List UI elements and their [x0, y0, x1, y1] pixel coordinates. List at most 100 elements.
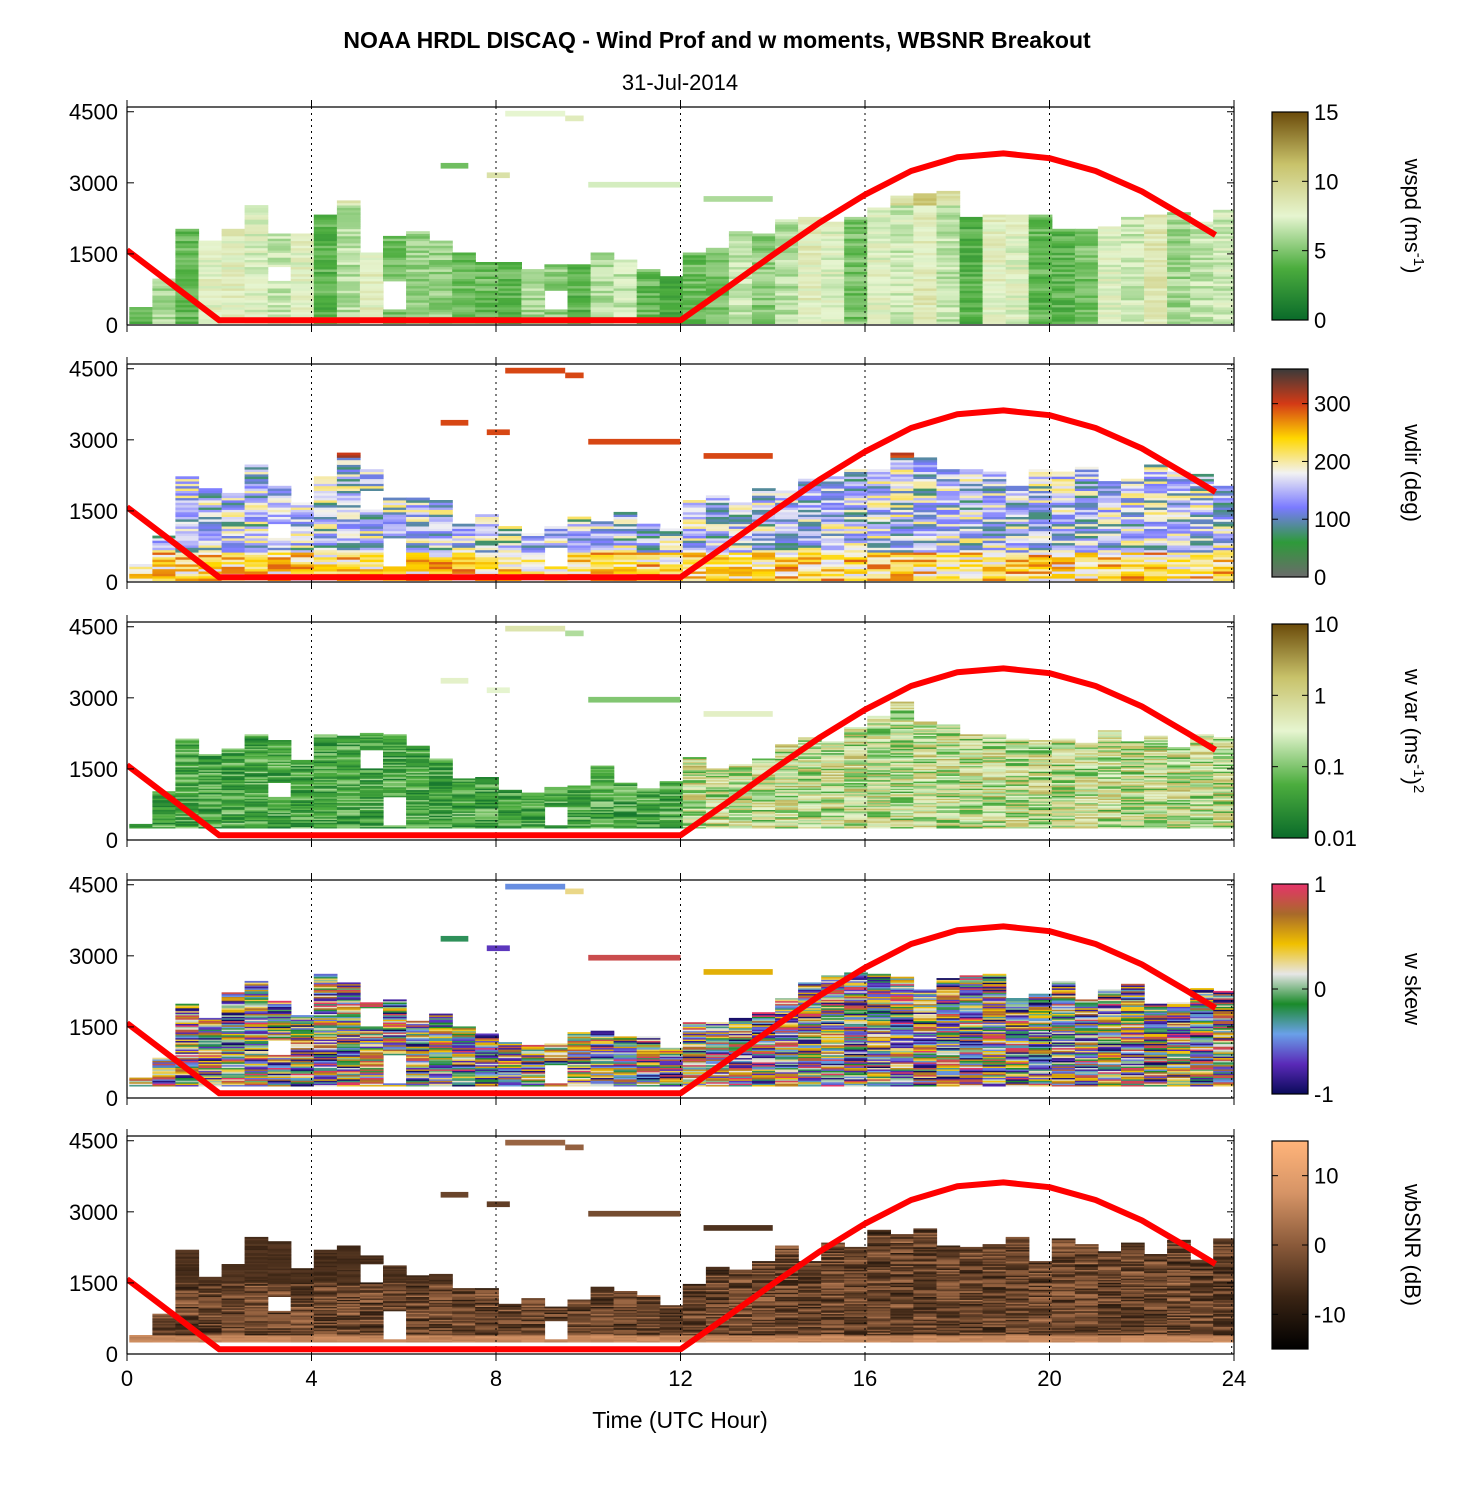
heatmap-cell [1097, 485, 1122, 489]
heatmap-cell [475, 801, 499, 803]
heatmap-cell [475, 784, 499, 786]
heatmap-cell [290, 283, 315, 287]
heatmap-cell [336, 767, 361, 769]
heatmap-cell [175, 778, 200, 781]
heatmap-cell [452, 554, 476, 558]
heatmap-cell [982, 476, 1007, 480]
heatmap-cell [244, 801, 269, 803]
heatmap-cell [313, 795, 338, 798]
heatmap-cell [313, 812, 338, 815]
heatmap-cell [775, 796, 799, 799]
heatmap-cell [1121, 321, 1145, 324]
heatmap-cell [636, 278, 661, 282]
heatmap-cell [1167, 492, 1191, 496]
heatmap-cell [406, 804, 430, 806]
heatmap-cell [1190, 478, 1214, 482]
heatmap-cell [821, 228, 845, 232]
heatmap-cell [798, 782, 822, 785]
heatmap-cell [1167, 507, 1191, 510]
heatmap-cell [890, 295, 915, 298]
heatmap-cell [267, 568, 292, 572]
heatmap-cell [703, 453, 773, 459]
heatmap-cell [752, 254, 776, 258]
heatmap-cell [359, 801, 384, 803]
heatmap-cell [452, 826, 476, 829]
heatmap-cell [359, 488, 384, 491]
heatmap-cell [982, 221, 1007, 225]
heatmap-cell [290, 764, 315, 766]
heatmap-cell [636, 533, 661, 536]
heatmap-cell [913, 205, 938, 208]
heatmap-cell [313, 764, 338, 766]
heatmap-cell [244, 826, 269, 829]
heatmap-cell [636, 818, 661, 820]
heatmap-cell [613, 798, 638, 801]
heatmap-cell [244, 757, 269, 759]
heatmap-cell [1121, 235, 1145, 239]
heatmap-cell [982, 530, 1007, 534]
heatmap-cell [221, 826, 246, 829]
heatmap-cell [198, 796, 223, 799]
heatmap-cell [244, 226, 269, 230]
heatmap-cell [336, 462, 361, 465]
heatmap-cell [198, 561, 223, 565]
heatmap-cell [1213, 231, 1234, 234]
heatmap-cell [1190, 559, 1214, 563]
heatmap-cell [659, 547, 684, 551]
heatmap-cell [867, 549, 891, 553]
heatmap-cell [290, 811, 315, 813]
heatmap-cell [383, 509, 407, 513]
heatmap-cell [244, 542, 269, 546]
heatmap-cell [198, 519, 223, 522]
heatmap-cell [982, 523, 1007, 527]
heatmap-cell [682, 292, 707, 296]
heatmap-cell [1144, 575, 1168, 579]
heatmap-cell [475, 798, 499, 801]
heatmap-cell [936, 207, 961, 211]
heatmap-cell [313, 759, 338, 762]
heatmap-cell [867, 511, 891, 515]
heatmap-cell [221, 537, 246, 541]
heatmap-cell [406, 278, 430, 282]
heatmap-cell [152, 821, 177, 823]
heatmap-cell [728, 288, 753, 291]
heatmap-cell [890, 485, 915, 489]
heatmap-cell [1097, 299, 1122, 303]
heatmap-cell [890, 288, 915, 291]
heatmap-cell [498, 285, 522, 289]
heatmap-cell [313, 786, 338, 789]
heatmap-cell [1097, 504, 1122, 508]
heatmap-cell [544, 798, 569, 801]
heatmap-cell [1097, 228, 1122, 232]
heatmap-cell [406, 537, 430, 541]
heatmap-cell [798, 826, 822, 829]
heatmap-cell [1005, 309, 1030, 313]
heatmap-cell [406, 802, 430, 805]
heatmap-cell [336, 744, 361, 747]
y-tick-label: 1500 [69, 242, 118, 267]
heatmap-cell [498, 821, 522, 823]
heatmap-cell [705, 526, 730, 529]
heatmap-cell [221, 758, 246, 761]
heatmap-cell [821, 519, 845, 522]
heatmap-cell [682, 528, 707, 532]
heatmap-cell [521, 813, 546, 816]
heatmap-cell [244, 235, 269, 239]
heatmap-cell [198, 813, 223, 816]
heatmap-cell [821, 233, 845, 237]
heatmap-cell [936, 547, 961, 551]
heatmap-cell [959, 514, 984, 517]
heatmap-cell [521, 809, 546, 812]
heatmap-cell [1190, 521, 1214, 525]
heatmap-cell [244, 266, 269, 270]
heatmap-cell [613, 796, 638, 799]
heatmap-cell [1005, 559, 1030, 563]
heatmap-cell [313, 231, 338, 234]
heatmap-cell [1190, 533, 1214, 536]
heatmap-cell [775, 262, 799, 265]
heatmap-cell [982, 307, 1007, 310]
heatmap-cell [590, 794, 615, 796]
heatmap-cell [1028, 540, 1053, 544]
heatmap-cell [821, 240, 845, 244]
heatmap-cell [429, 523, 453, 527]
